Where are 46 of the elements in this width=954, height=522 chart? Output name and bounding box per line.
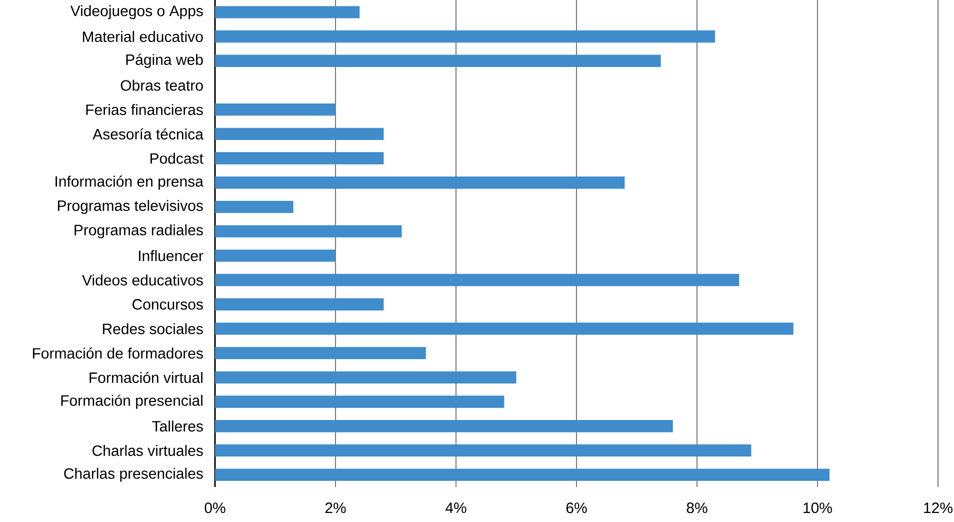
y-tick-label: Programas televisivos [58,200,203,214]
bar [215,346,426,360]
y-tick-label: Obras teatro [120,80,203,91]
y-tick-label: Charlas virtuales [92,444,203,456]
bar [215,152,384,164]
y-tick-label: Material educativo [82,31,203,42]
bar [215,176,625,189]
y-tick-label: Influencer [138,250,204,262]
x-tick-label: 4% [446,502,466,514]
bar [215,274,740,286]
bar [215,250,336,262]
y-tick-label: Concursos [132,299,203,310]
y-tick-label: Información en prensa [56,176,204,190]
x-tick-label: 12% [924,502,952,514]
bar [215,30,716,43]
y-tick-label: Charlas presenciales [64,468,203,482]
x-tick-label: 0% [204,502,226,514]
bar [215,103,336,116]
y-tick-label: Videojuegos o Apps [70,5,203,20]
bar [215,54,661,67]
y-tick-label: Formación de formadores [32,347,203,359]
bar [215,298,384,310]
y-tick-label: Formación virtual [90,372,202,384]
y-tick-label: Redes sociales [102,323,203,334]
y-tick-label: Asesoría técnica [92,128,204,140]
y-tick-label: Videos educativos [82,274,203,286]
bar [215,6,360,18]
y-tick-label: Podcast [150,152,204,164]
bar [215,200,294,214]
bar [215,322,794,335]
y-tick-label: Formación presencial [61,394,202,409]
x-tick-label: 2% [325,502,346,514]
y-tick-label: Ferias financieras [86,104,203,116]
y-tick-label: Programas radiales [74,224,203,238]
x-tick-label: 10% [804,502,832,514]
bar [215,468,830,481]
bar [215,371,516,384]
x-tick-label: 8% [686,502,708,514]
x-tick-label: 6% [566,502,587,514]
bar [215,128,384,140]
y-tick-label: Página web [126,54,203,68]
bar [215,444,752,457]
bar [215,396,504,408]
bar [215,225,402,238]
bar [215,420,673,432]
y-tick-label: Talleres [152,420,203,432]
